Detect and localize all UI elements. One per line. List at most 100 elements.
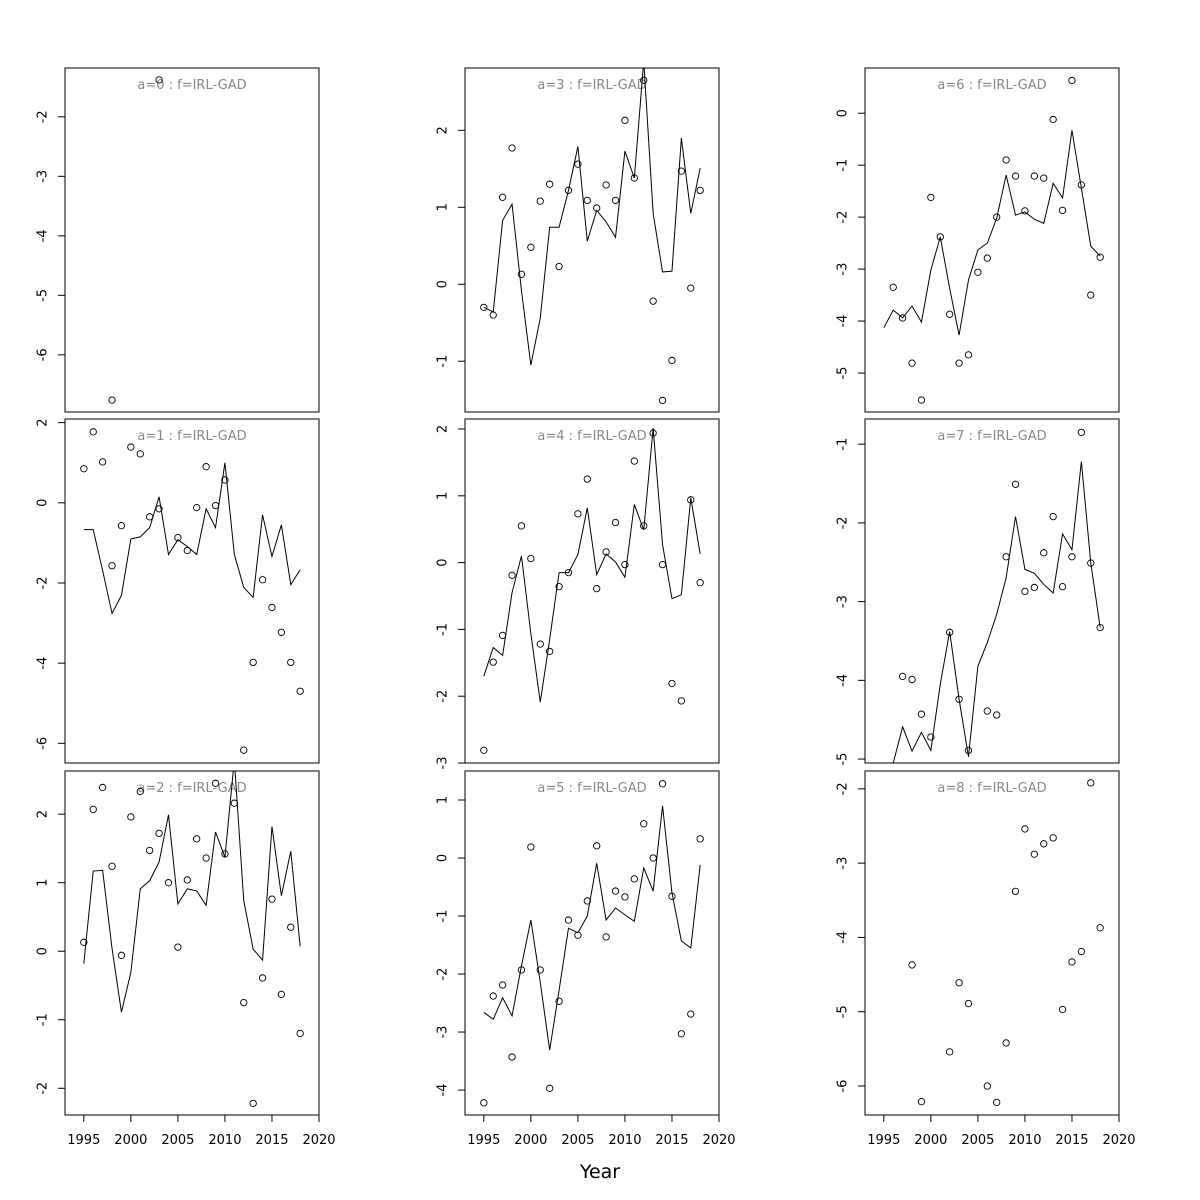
- data-point: [611, 518, 620, 527]
- data-point: [1002, 553, 1010, 561]
- data-point: [249, 658, 257, 667]
- data-point: [602, 548, 610, 556]
- panel-frame: [64, 67, 320, 413]
- x-tick-label: 2005: [961, 1133, 994, 1148]
- plot-area: [908, 779, 1104, 1107]
- data-point: [658, 560, 667, 569]
- panel-title: a=6 : f=IRL-GAD: [937, 78, 1046, 93]
- y-tick-label: -4: [36, 229, 51, 242]
- data-point: [258, 974, 267, 982]
- y-tick-label: 2: [436, 126, 451, 134]
- data-point: [668, 892, 676, 900]
- x-tick-label: 2010: [208, 1133, 241, 1148]
- panel: a=2 : f=IRL-GAD -2 -1 0 1 2 1995 2000 2005 2010 20…: [36, 770, 336, 1148]
- data-point: [983, 1082, 991, 1090]
- data-point: [80, 465, 88, 473]
- data-point: [677, 1030, 686, 1038]
- plot-area: [480, 780, 704, 1107]
- y-tick-label: -2: [836, 211, 851, 224]
- data-point: [602, 181, 610, 189]
- data-point: [908, 675, 916, 684]
- data-point: [630, 457, 638, 465]
- y-tick-label: -3: [836, 263, 851, 276]
- y-tick-label: -2: [836, 516, 851, 529]
- x-tick-label: 2005: [561, 1133, 594, 1148]
- plot-area: [892, 428, 1104, 763]
- data-point: [917, 1097, 926, 1106]
- data-point: [1068, 76, 1076, 85]
- data-point: [696, 835, 704, 843]
- data-point: [193, 835, 201, 843]
- data-point: [517, 270, 526, 278]
- x-tick-label: 2015: [255, 1133, 288, 1148]
- x-tick-label: 2000: [114, 1133, 147, 1148]
- y-tick-label: -4: [836, 315, 851, 328]
- data-point: [696, 579, 704, 587]
- data-point: [240, 998, 248, 1007]
- data-point: [1096, 924, 1104, 932]
- data-point: [498, 193, 507, 201]
- y-tick-label: 0: [436, 280, 451, 288]
- panel-frame: [64, 770, 320, 1116]
- data-point: [649, 429, 657, 437]
- panel: a=0 : f=IRL-GAD -6 -5 -4 -3 -2: [36, 67, 320, 413]
- data-point: [583, 196, 591, 205]
- data-point: [946, 310, 954, 318]
- data-point: [498, 631, 507, 640]
- data-point: [946, 1048, 954, 1056]
- data-point: [668, 356, 676, 365]
- y-tick-label: 2: [36, 810, 51, 818]
- data-point: [574, 931, 582, 939]
- y-tick-label: -6: [36, 348, 51, 361]
- data-point: [546, 647, 554, 656]
- data-point: [555, 997, 563, 1005]
- data-point: [611, 887, 620, 895]
- panel-title: a=4 : f=IRL-GAD: [537, 429, 646, 444]
- fitted-line: [483, 68, 701, 366]
- data-point: [183, 876, 191, 884]
- panel-title: a=0 : f=IRL-GAD: [137, 78, 246, 93]
- data-point: [1030, 583, 1038, 592]
- y-tick-label: 2: [36, 418, 51, 426]
- data-point: [555, 583, 563, 591]
- data-point: [1040, 549, 1048, 557]
- data-point: [536, 197, 544, 205]
- data-point: [108, 396, 116, 404]
- data-point: [536, 640, 544, 648]
- data-point: [546, 180, 554, 188]
- data-point: [955, 695, 963, 703]
- panel-title: a=8 : f=IRL-GAD: [937, 781, 1046, 796]
- data-point: [1011, 172, 1020, 180]
- plot-area: [80, 428, 304, 754]
- data-point: [640, 76, 648, 84]
- data-point: [649, 297, 657, 305]
- x-tick-label: 2015: [655, 1133, 688, 1148]
- data-point: [564, 186, 573, 195]
- data-point: [602, 933, 610, 941]
- data-point: [964, 999, 973, 1008]
- data-point: [583, 897, 591, 905]
- data-point: [946, 628, 954, 636]
- panel: a=8 : f=IRL-GAD -6 -5 -4 -3 -2 1995 2000 2005 201…: [836, 770, 1136, 1148]
- data-point: [249, 1099, 257, 1108]
- data-point: [127, 813, 135, 821]
- data-point: [908, 359, 916, 367]
- data-point: [240, 746, 248, 754]
- x-tick-label: 2020: [302, 1133, 335, 1148]
- data-point: [1077, 428, 1086, 437]
- data-point: [489, 311, 497, 319]
- fitted-line: [892, 461, 1101, 763]
- data-point: [183, 546, 191, 555]
- data-point: [621, 116, 629, 124]
- data-point: [1049, 115, 1057, 124]
- y-tick-label: -1: [436, 355, 451, 368]
- x-axis-label: Year: [579, 1161, 620, 1183]
- plot-area: [883, 76, 1104, 404]
- y-tick-label: -2: [436, 968, 451, 981]
- panel-title: a=3 : f=IRL-GAD: [537, 78, 646, 93]
- data-point: [155, 76, 163, 84]
- y-tick-label: -1: [836, 438, 851, 451]
- data-point: [480, 303, 488, 311]
- data-point: [202, 854, 210, 862]
